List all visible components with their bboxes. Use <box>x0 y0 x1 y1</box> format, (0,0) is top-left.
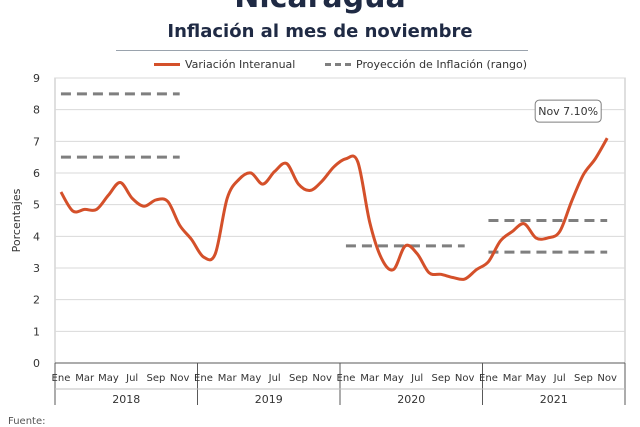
x-tick-label: May <box>241 373 262 384</box>
x-tick-label: Jul <box>410 373 423 384</box>
x-tick-label: Mar <box>218 373 238 384</box>
y-tick-label: 1 <box>33 325 40 338</box>
year-label: 2021 <box>540 393 568 406</box>
x-tick-label: Jul <box>553 373 566 384</box>
year-label: 2020 <box>397 393 425 406</box>
y-tick-label: 7 <box>33 135 40 148</box>
x-tick-label: Sep <box>574 373 593 384</box>
x-tick-label: May <box>526 373 547 384</box>
annotation-label: Nov 7.10% <box>538 105 598 118</box>
y-tick-label: 4 <box>33 230 40 243</box>
y-tick-label: 0 <box>33 357 40 370</box>
x-tick-label: Nov <box>312 373 332 384</box>
x-tick-label: Sep <box>289 373 308 384</box>
x-tick-label: Ene <box>479 373 498 384</box>
series-line-variacion <box>61 138 607 279</box>
y-tick-label: 5 <box>33 199 40 212</box>
x-tick-label: Ene <box>52 373 71 384</box>
year-label: 2019 <box>255 393 283 406</box>
y-tick-label: 3 <box>33 262 40 275</box>
x-tick-label: Sep <box>147 373 166 384</box>
x-tick-label: Mar <box>360 373 380 384</box>
x-tick-label: Sep <box>432 373 451 384</box>
x-tick-label: Mar <box>75 373 95 384</box>
x-tick-label: Ene <box>337 373 356 384</box>
x-tick-label: Mar <box>503 373 523 384</box>
x-tick-label: Jul <box>268 373 281 384</box>
x-tick-label: Nov <box>455 373 475 384</box>
footnote: Fuente: <box>8 416 45 427</box>
x-tick-label: May <box>98 373 119 384</box>
x-tick-label: May <box>383 373 404 384</box>
x-tick-label: Ene <box>194 373 213 384</box>
x-tick-label: Jul <box>125 373 138 384</box>
x-tick-label: Nov <box>597 373 617 384</box>
y-tick-label: 2 <box>33 294 40 307</box>
y-tick-label: 9 <box>33 72 40 85</box>
year-label: 2018 <box>112 393 140 406</box>
y-axis-title: Porcentajes <box>10 188 23 252</box>
y-tick-label: 8 <box>33 104 40 117</box>
y-tick-label: 6 <box>33 167 40 180</box>
x-tick-label: Nov <box>170 373 190 384</box>
